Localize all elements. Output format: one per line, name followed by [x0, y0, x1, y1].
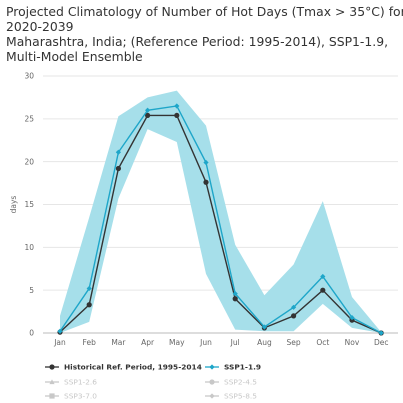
ssp1-1.9-point-may	[174, 103, 180, 109]
y-axis-label: days	[9, 196, 18, 214]
x-tick-label-jul: Jul	[230, 338, 240, 347]
legend-label-ssp1-2.6: SSP1-2.6	[64, 378, 97, 387]
historical-line	[59, 114, 382, 334]
x-tick-label-aug: Aug	[257, 338, 272, 347]
x-tick-label-oct: Oct	[316, 338, 329, 347]
legend-item-ssp5-8.5[interactable]: SSP5-8.5	[205, 392, 257, 401]
ssp1-1.9-point-dec	[378, 330, 384, 336]
ssp1-1.9-point-jul	[232, 290, 238, 297]
chart-title-line-2: 2020-2039	[6, 19, 74, 34]
y-tick-label-20: 20	[24, 157, 34, 166]
ssp1-1.9-line	[59, 105, 382, 334]
legend[interactable]: Historical Ref. Period, 1995-2014 SSP1-1.…	[45, 363, 261, 401]
y-tick-label-5: 5	[29, 286, 34, 295]
historical-point-oct	[320, 287, 326, 293]
historical-point-feb	[86, 302, 92, 308]
legend-label-ssp5-8.5: SSP5-8.5	[224, 392, 257, 401]
chart-title: Projected Climatology of Number of Hot D…	[6, 4, 403, 64]
series-lines	[57, 103, 384, 336]
ssp1-1.9-point-mar	[115, 149, 121, 155]
legend-item-ssp3-7.0[interactable]: SSP3-7.0	[45, 392, 97, 401]
ssp1-1.9-point-apr	[145, 107, 151, 113]
x-tick-label-jun: Jun	[199, 338, 212, 347]
x-tick-label-dec: Dec	[374, 338, 389, 347]
historical-point-jun	[203, 179, 209, 185]
y-tick-label-15: 15	[24, 200, 34, 209]
ssp1-1.9-point-feb	[86, 285, 92, 292]
legend-marker-ssp2-4.5	[209, 379, 215, 385]
historical-point-sep	[291, 313, 297, 319]
historical-point-apr	[145, 112, 151, 119]
x-tick-label-may: May	[169, 338, 185, 347]
legend-marker-ssp3-7.0	[49, 393, 55, 399]
ssp1-1.9-point-nov	[349, 314, 355, 321]
x-tick-label-jan: Jan	[53, 338, 66, 347]
legend-item-ssp2-4.5[interactable]: SSP2-4.5	[205, 378, 257, 387]
historical-point-may	[174, 112, 180, 119]
legend-label-ssp2-4.5: SSP2-4.5	[224, 378, 257, 387]
x-tick-label-feb: Feb	[83, 338, 97, 347]
legend-marker-ssp1-2.6	[49, 379, 55, 385]
y-tick-label-0: 0	[29, 329, 34, 338]
legend-label-historical-ref.-period-1995-2014: Historical Ref. Period, 1995-2014	[64, 363, 202, 372]
ensemble-range-band	[60, 90, 382, 334]
y-tick-label-10: 10	[24, 243, 34, 252]
ssp1-1.9-point-aug	[261, 324, 267, 330]
x-tick-label-mar: Mar	[111, 338, 126, 347]
historical-point-mar	[115, 165, 121, 172]
x-tick-label-nov: Nov	[345, 338, 360, 347]
legend-item-historical-ref.-period-1995-2014[interactable]: Historical Ref. Period, 1995-2014	[45, 363, 202, 372]
ssp1-1.9-point-jan	[57, 328, 63, 334]
chart-title-line-1: Projected Climatology of Number of Hot D…	[6, 4, 403, 19]
legend-marker-ssp5-8.5	[209, 393, 215, 399]
legend-marker-ssp1-1.9	[209, 364, 215, 370]
axes: 0 5 10 15 20 25 30 days Jan Feb Mar Apr May Jun Jul Aug…	[9, 72, 388, 347]
legend-item-ssp1-2.6[interactable]: SSP1-2.6	[45, 378, 97, 387]
x-tick-label-apr: Apr	[141, 338, 155, 347]
ssp1-1.9-point-sep	[291, 304, 297, 310]
legend-label-ssp3-7.0: SSP3-7.0	[64, 392, 97, 401]
legend-label-ssp1-1.9: SSP1-1.9	[224, 363, 261, 372]
legend-marker-historical-ref.-period-1995-2014	[49, 364, 55, 370]
x-tick-label-sep: Sep	[287, 338, 301, 347]
ssp1-1.9-point-jun	[203, 159, 209, 166]
y-tick-label-30: 30	[24, 72, 34, 81]
legend-item-ssp1-1.9[interactable]: SSP1-1.9	[205, 363, 261, 372]
chart-title-line-4: Multi-Model Ensemble	[6, 49, 143, 64]
ssp1-1.9-range-band	[60, 90, 382, 334]
ssp1-1.9-point-oct	[320, 273, 326, 280]
y-tick-label-25: 25	[24, 114, 34, 123]
historical-point-jul	[232, 296, 238, 302]
chart-title-line-3: Maharashtra, India; (Reference Period: 1…	[6, 34, 389, 49]
